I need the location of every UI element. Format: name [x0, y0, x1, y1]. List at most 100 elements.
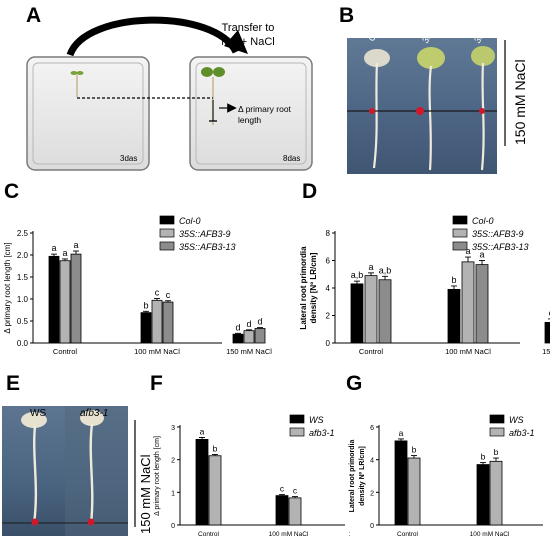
panel-b-photo: [347, 38, 497, 174]
significance-letter: b: [143, 300, 148, 310]
bar: [151, 299, 163, 344]
bar: [288, 497, 302, 526]
legend-swatch: [159, 215, 175, 225]
genotype-label-afb3-13: 35S::AFB3-13: [472, 0, 512, 46]
y-axis-label: Lateral root primordia: [349, 440, 356, 513]
bar: [59, 260, 71, 344]
y-axis-label: Δ primary root length [cm]: [3, 242, 12, 333]
significance-letter: d: [246, 319, 251, 329]
legend-swatch: [159, 241, 175, 251]
significance-letter: c: [155, 288, 160, 298]
chart-d: 0 2 4 6 8 Lateral root primordia density [Nº L…: [299, 215, 550, 356]
y-tick-label: 2.0: [17, 251, 29, 260]
y-tick-label: 8: [326, 229, 331, 238]
genotype-label-afb3-9: 35S::AFB3-9: [420, 0, 457, 46]
y-tick-label: 1.0: [17, 295, 29, 304]
legend-swatch: [289, 427, 305, 437]
plate2-label: 8das: [283, 154, 300, 163]
bar: [195, 439, 209, 526]
significance-letter: a,b: [379, 265, 392, 275]
y-tick-label: 0: [326, 339, 331, 348]
x-tick-label: 100 mM NaCl: [470, 531, 510, 538]
y-axis-label: density [Nº LR/cm]: [309, 252, 318, 323]
bar: [364, 275, 378, 344]
scale-label-b: 150 mM NaCl: [512, 59, 528, 145]
legend-label: afb3-1: [509, 428, 535, 438]
y-tick-label: 2: [171, 458, 175, 465]
x-tick-label: Control: [397, 531, 419, 538]
legend-label: 35S::AFB3-13: [179, 242, 236, 252]
significance-letter: c: [293, 486, 298, 496]
x-tick-label: 100 mM NaCl: [445, 347, 491, 356]
significance-letter: c: [549, 308, 550, 318]
bar: [350, 283, 364, 344]
legend-swatch: [489, 414, 505, 424]
y-tick-label: 3: [171, 425, 175, 432]
y-tick-label: 1.5: [17, 273, 29, 282]
significance-letter: b: [213, 443, 218, 453]
y-tick-label: 6: [326, 257, 331, 266]
significance-letter: b: [412, 445, 417, 455]
panel-letter-c: C: [4, 180, 20, 203]
delta-label-2: length: [238, 115, 261, 125]
bar: [70, 253, 82, 344]
significance-letter: d: [257, 317, 262, 327]
legend-label: afb3-1: [309, 428, 335, 438]
y-axis-label: Lateral root primordia: [299, 246, 308, 330]
bar: [475, 264, 489, 344]
panel-letter-g: G: [346, 372, 363, 395]
bar: [254, 328, 266, 344]
significance-letter: a: [465, 246, 470, 256]
x-tick-label: 150 mM NaCl: [542, 347, 550, 356]
bar: [243, 330, 255, 344]
panel-letter-f: F: [150, 372, 163, 395]
significance-letter: a: [479, 250, 484, 260]
y-tick-label: 0: [171, 523, 175, 530]
significance-letter: b: [481, 452, 486, 462]
bar: [476, 464, 490, 526]
plate1-label: 3das: [120, 154, 137, 163]
transfer-label-1: Transfer to: [222, 22, 275, 34]
chart-f: 0 1 2 3 Δ primary root length [cm] ab Control c…: [154, 414, 350, 538]
legend-swatch: [452, 228, 468, 238]
significance-letter: a: [368, 262, 373, 272]
significance-letter: a: [73, 240, 78, 250]
bar: [544, 321, 550, 344]
panel-letter-a: A: [26, 4, 42, 27]
y-tick-label: 2.5: [17, 229, 29, 238]
bar: [447, 288, 461, 344]
bar: [208, 455, 222, 526]
x-tick-label: 150 mM NaCl: [349, 531, 350, 538]
bar: [162, 301, 174, 344]
y-tick-label: 0: [370, 523, 374, 530]
seedling-small-icon: [70, 71, 84, 97]
legend-label: 35S::AFB3-13: [472, 242, 529, 252]
y-axis-label: density Nº LR/cm]: [359, 446, 366, 506]
legend-label: Col-0: [472, 216, 494, 226]
plate-8das: [189, 56, 313, 171]
y-tick-label: 1: [171, 490, 175, 497]
legend-swatch: [159, 228, 175, 238]
bar: [489, 460, 503, 526]
significance-letter: d: [235, 322, 240, 332]
y-tick-label: 2: [326, 312, 331, 321]
bar: [394, 440, 408, 526]
legend-label: Col-0: [179, 216, 201, 226]
y-tick-label: 2: [370, 490, 374, 497]
genotype-label-afb3-1: afb3-1: [80, 408, 108, 419]
x-tick-label: 150 mM NaCl: [226, 347, 272, 356]
panel-letter-e: E: [6, 372, 21, 395]
x-tick-label: Control: [53, 347, 78, 356]
x-tick-label: 100 mM NaCl: [134, 347, 180, 356]
bar: [275, 495, 289, 526]
bar: [378, 279, 392, 344]
significance-letter: a,b: [351, 270, 364, 280]
y-tick-label: 6: [370, 425, 374, 432]
bar: [407, 457, 421, 526]
legend-swatch: [489, 427, 505, 437]
y-tick-label: 4: [326, 284, 331, 293]
significance-letter: c: [280, 484, 285, 494]
x-tick-label: Control: [359, 347, 384, 356]
y-tick-label: 4: [370, 458, 374, 465]
y-tick-label: 0.0: [17, 339, 29, 348]
